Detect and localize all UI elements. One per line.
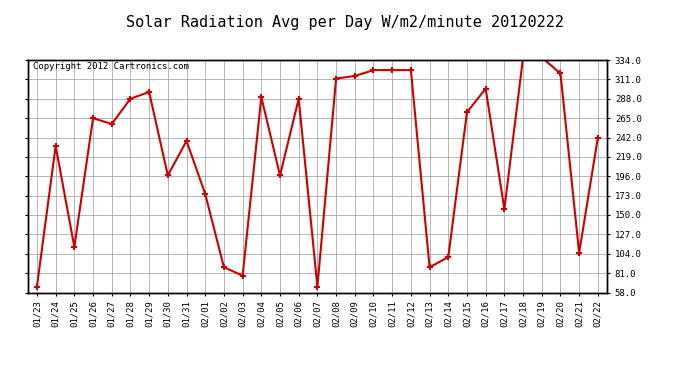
- Text: Solar Radiation Avg per Day W/m2/minute 20120222: Solar Radiation Avg per Day W/m2/minute …: [126, 15, 564, 30]
- Text: Copyright 2012 Cartronics.com: Copyright 2012 Cartronics.com: [33, 62, 189, 71]
